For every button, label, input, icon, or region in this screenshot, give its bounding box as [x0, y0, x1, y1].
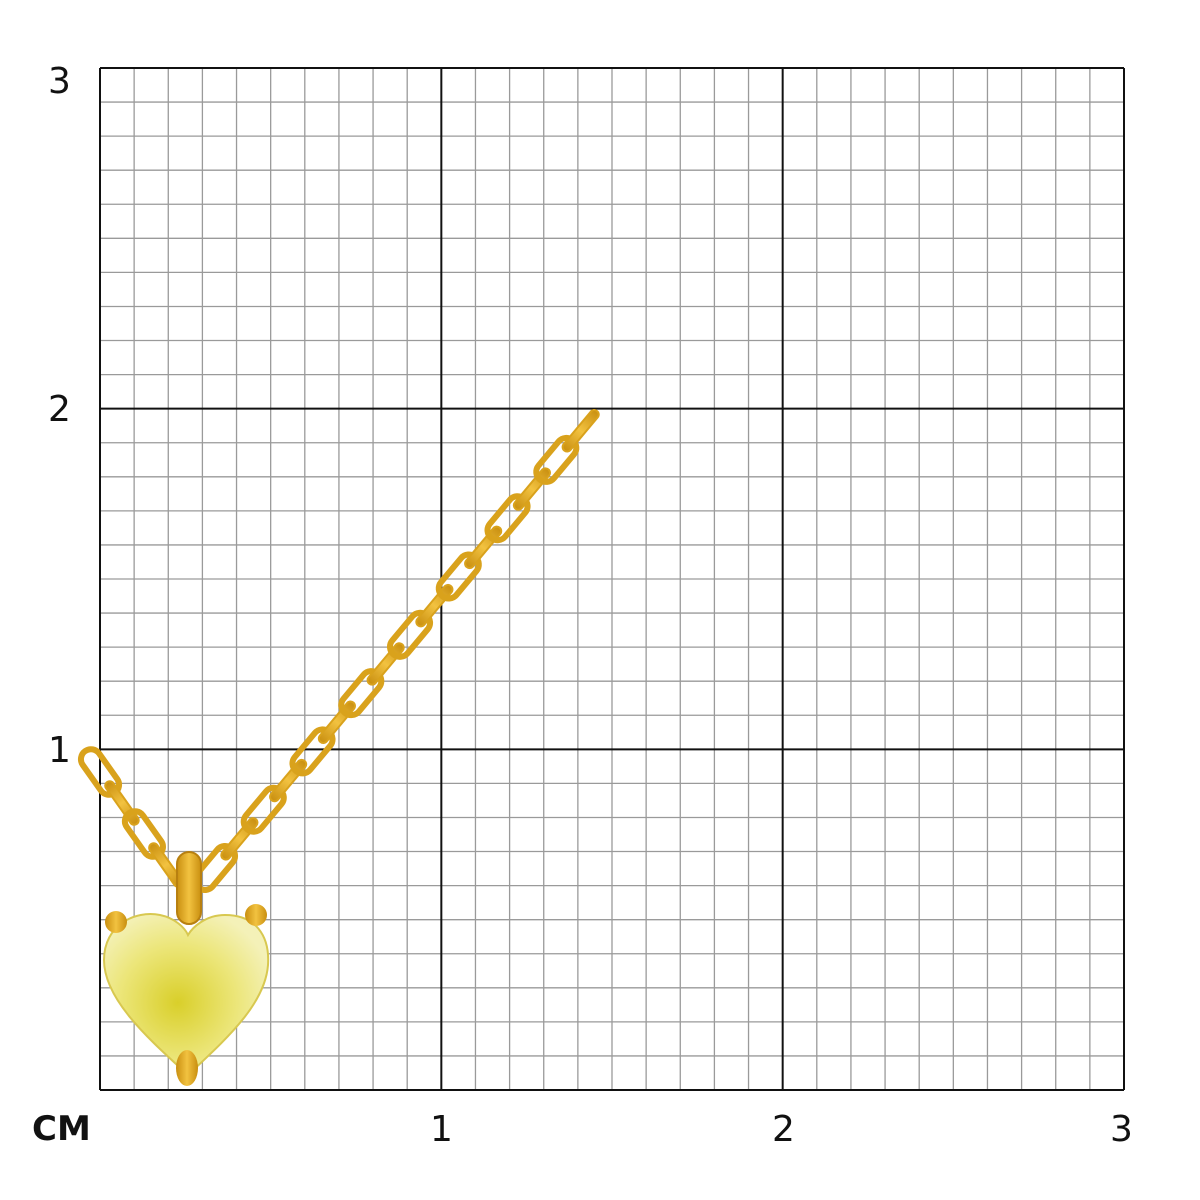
chain-right [191, 409, 600, 894]
unit-label: CM [32, 1109, 91, 1149]
prong [105, 911, 127, 933]
chain-link [317, 700, 356, 744]
prong [245, 904, 267, 926]
pendant [102, 851, 270, 1086]
y-label-1: 1 [48, 730, 71, 771]
heart-gemstone [102, 913, 270, 1077]
y-label-3: 3 [48, 61, 71, 102]
pendant-bail [176, 851, 202, 925]
prong [176, 1050, 198, 1086]
chain-link [220, 817, 259, 861]
chain-link [104, 780, 140, 826]
chain-left [77, 746, 184, 888]
chain-link [366, 642, 405, 686]
y-label-2: 2 [48, 389, 71, 430]
x-label-1: 1 [430, 1109, 453, 1150]
x-label-3: 3 [1110, 1109, 1133, 1150]
x-label-2: 2 [772, 1109, 795, 1150]
chain-link [415, 583, 454, 628]
chain-link [561, 409, 600, 453]
chain-link [464, 525, 503, 570]
chain-link [512, 467, 551, 511]
chain-link [269, 758, 308, 803]
